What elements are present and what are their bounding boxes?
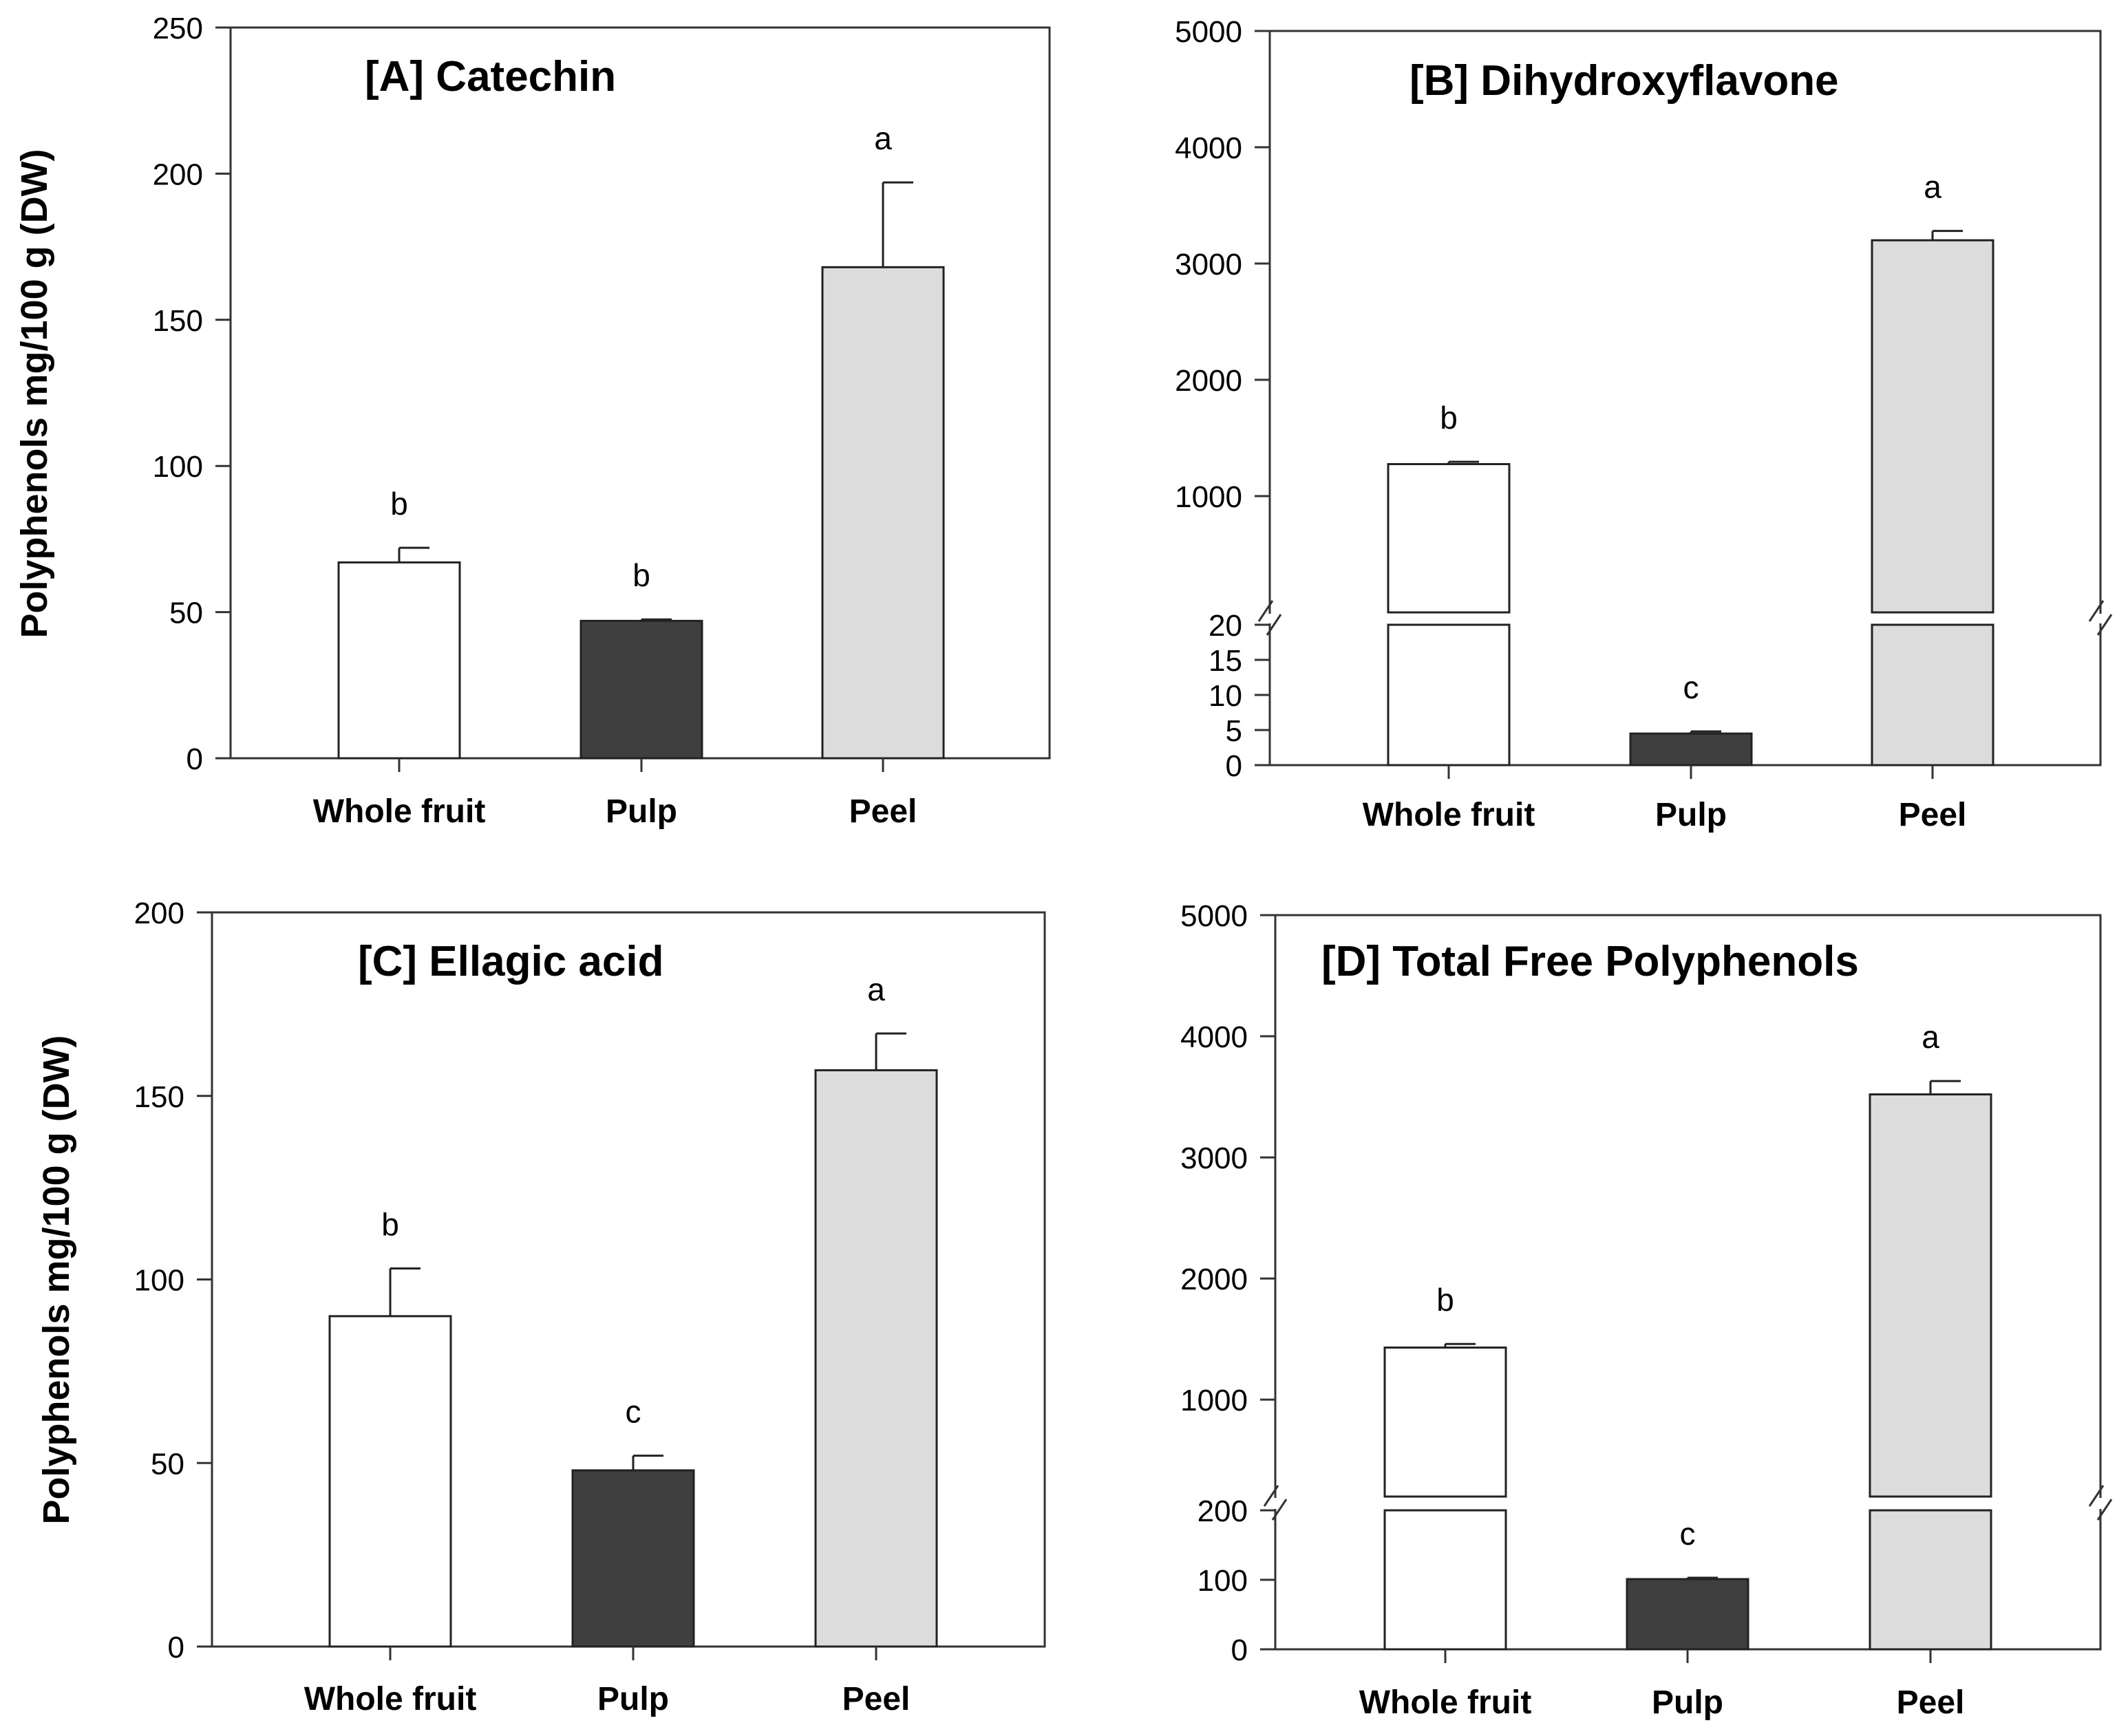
y-tick-label: 20 <box>1209 609 1242 643</box>
significance-label: b <box>381 1206 399 1242</box>
panel-a-catechin: [A] Catechin Polyphenols mg/100 g (DW) 0 50… <box>14 12 1051 830</box>
y-tick-label: 50 <box>151 1447 184 1481</box>
bar-lower-segment <box>1387 623 1511 767</box>
axis-break-mark <box>2088 1485 2105 1507</box>
y-tick-label: 15 <box>1209 644 1242 678</box>
y-tick-label: 200 <box>1198 1494 1248 1528</box>
bar <box>1629 732 1753 767</box>
significance-label: a <box>874 120 892 156</box>
panel-d-total-free-polyphenols: [D] Total Free Polyphenols 0 100 200 1000 200… <box>1180 899 2114 1721</box>
y-tick-label: 5000 <box>1175 15 1242 49</box>
y-tick-label: 0 <box>1231 1633 1248 1667</box>
x-tick-label: Peel <box>1899 797 1967 833</box>
x-tick-label: Peel <box>842 1681 911 1717</box>
y-tick-label: 50 <box>169 597 203 630</box>
chart-title: [A] Catechin <box>365 53 616 100</box>
bar <box>814 1069 938 1648</box>
panel-c-ellagic-acid: [C] Ellagic acid Polyphenols mg/100 g (DW… <box>36 897 1046 1717</box>
axis-break-mark <box>2096 614 2113 636</box>
axis-break-mark <box>1271 1499 1288 1521</box>
y-tick-label: 150 <box>153 304 203 338</box>
y-tick-label: 4000 <box>1180 1020 1248 1054</box>
chart-title: [B] Dihydroxyflavone <box>1409 57 1839 105</box>
x-tick-label: Whole fruit <box>304 1681 477 1717</box>
chart-title: [D] Total Free Polyphenols <box>1321 938 1859 985</box>
y-tick-label: 250 <box>153 12 203 45</box>
bar <box>579 619 703 760</box>
bar <box>337 561 461 760</box>
axis-break-mark <box>1257 600 1274 622</box>
bar <box>571 1469 695 1648</box>
y-tick-label: 2000 <box>1175 364 1242 398</box>
bar <box>1383 1346 1507 1498</box>
y-tick-label: 1000 <box>1180 1384 1248 1417</box>
y-tick-label: 5000 <box>1180 899 1248 933</box>
y-tick-label: 100 <box>153 450 203 484</box>
y-tick-label: 200 <box>134 897 184 930</box>
x-tick-label: Pulp <box>1655 797 1727 833</box>
y-tick-label: 1000 <box>1175 480 1242 514</box>
x-tick-label: Whole fruit <box>1359 1684 1532 1721</box>
significance-label: b <box>1440 400 1458 436</box>
y-axis-label: Polyphenols mg/100 g (DW) <box>14 149 55 638</box>
x-tick-label: Pulp <box>606 793 677 830</box>
y-tick-label: 0 <box>168 1631 184 1664</box>
significance-label: a <box>1922 1019 1939 1055</box>
y-tick-label: 0 <box>187 742 203 776</box>
significance-label: b <box>390 486 408 522</box>
y-tick-label: 200 <box>153 158 203 191</box>
axis-break-mark <box>1263 1485 1279 1507</box>
y-tick-label: 100 <box>134 1264 184 1298</box>
y-tick-label: 100 <box>1198 1564 1248 1598</box>
y-tick-label: 150 <box>134 1080 184 1114</box>
x-tick-label: Peel <box>1897 1684 1965 1721</box>
significance-label: c <box>1680 1516 1696 1552</box>
axis-break-mark <box>1266 614 1282 636</box>
significance-label: c <box>1683 669 1699 705</box>
bar <box>1869 1093 1992 1498</box>
x-tick-label: Peel <box>849 793 917 830</box>
significance-label: c <box>626 1394 641 1430</box>
y-tick-label: 2000 <box>1180 1263 1248 1296</box>
bar <box>1626 1578 1749 1651</box>
bar-lower-segment <box>1871 623 1994 767</box>
axis-break-mark <box>2096 1499 2113 1521</box>
y-axis-label: Polyphenols mg/100 g (DW) <box>36 1035 77 1524</box>
bar-lower-segment <box>1869 1509 1992 1651</box>
x-tick-label: Whole fruit <box>313 793 486 830</box>
bar <box>1871 239 1994 614</box>
bar <box>328 1315 452 1648</box>
chart-title: [C] Ellagic acid <box>358 938 663 985</box>
bar <box>1387 463 1511 614</box>
x-tick-label: Pulp <box>1652 1684 1723 1721</box>
x-tick-label: Whole fruit <box>1363 797 1535 833</box>
significance-label: b <box>632 557 650 593</box>
x-tick-label: Pulp <box>597 1681 669 1717</box>
y-tick-label: 3000 <box>1175 248 1242 281</box>
significance-label: a <box>1924 169 1941 205</box>
y-tick-label: 0 <box>1226 749 1242 783</box>
y-tick-label: 10 <box>1209 679 1242 713</box>
y-tick-label: 5 <box>1226 714 1242 748</box>
bar <box>821 266 945 760</box>
y-tick-label: 4000 <box>1175 131 1242 165</box>
bar-lower-segment <box>1383 1509 1507 1651</box>
significance-label: a <box>867 972 885 1007</box>
significance-label: b <box>1436 1282 1454 1318</box>
y-tick-label: 3000 <box>1180 1142 1248 1175</box>
axis-break-mark <box>2088 600 2105 622</box>
